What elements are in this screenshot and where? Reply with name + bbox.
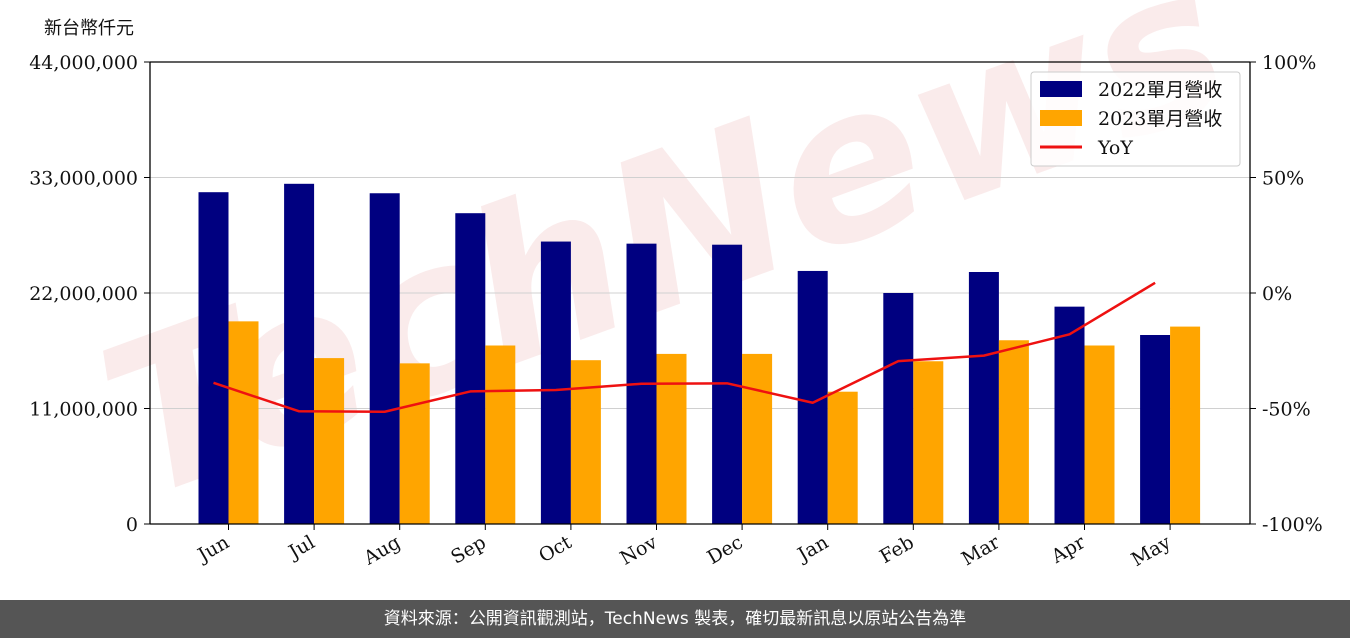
- bar-2023-mar: [998, 340, 1029, 524]
- legend-box: [1030, 71, 1241, 167]
- x-tick-label-mar: Mar: [958, 531, 1004, 570]
- x-tick-label-aug: Aug: [359, 531, 404, 570]
- bar-2023-jun: [228, 321, 259, 524]
- x-tick-label-oct: Oct: [535, 531, 576, 567]
- footer-source-note: 資料來源：公開資訊觀測站，TechNews 製表，確切最新訊息以原站公告為準: [0, 600, 1350, 638]
- legend-label-1: 2023單月營收: [1098, 108, 1222, 130]
- bar-2022-feb: [883, 293, 914, 524]
- bar-2023-may: [1170, 326, 1201, 524]
- y-tick-label: 11,000,000: [29, 399, 138, 421]
- x-tick-label-jul: Jul: [283, 531, 318, 564]
- bar-2022-mar: [968, 272, 999, 524]
- x-tick-label-sep: Sep: [447, 531, 490, 568]
- legend-label-2: YoY: [1097, 137, 1133, 159]
- legend: 2022單月營收 2023單月營收 YoY: [1030, 71, 1241, 167]
- bar-2023-jan: [827, 391, 858, 524]
- legend-swatch-0: [1040, 81, 1082, 97]
- y-tick-label: 44,000,000: [29, 52, 138, 74]
- y-tick-label: 33,000,000: [29, 168, 138, 190]
- bar-2023-oct: [570, 360, 601, 524]
- yoy-line: [213, 281, 1156, 413]
- legend-label-0: 2022單月營收: [1098, 79, 1222, 101]
- bar-2023-aug: [399, 363, 430, 524]
- bar-2022-jun: [198, 192, 229, 524]
- bar-2022-aug: [369, 193, 400, 524]
- bar-2023-nov: [656, 353, 687, 524]
- yoy-line-path: [213, 281, 1156, 413]
- x-tick-label-apr: Apr: [1047, 531, 1090, 568]
- x-tick-label-jan: Jan: [792, 531, 832, 567]
- y-tick-label: 22,000,000: [29, 283, 138, 305]
- bar-2022-oct: [540, 241, 571, 525]
- x-tick-label-dec: Dec: [703, 531, 746, 569]
- y-axis-label: 新台幣仟元: [44, 18, 134, 39]
- bar-2023-dec: [742, 353, 773, 524]
- x-tick-label-jun: Jun: [192, 531, 233, 567]
- x-tick-label-may: May: [1128, 531, 1175, 571]
- legend-swatch-1: [1040, 110, 1082, 126]
- bar-2023-sep: [485, 345, 516, 524]
- y2-tick-label: 50%: [1262, 168, 1304, 190]
- bar-2022-jul: [284, 183, 315, 525]
- y-tick-label: 0: [126, 514, 138, 536]
- bar-2023-feb: [913, 361, 944, 524]
- y2-tick-label: -50%: [1262, 399, 1311, 421]
- bar-2022-sep: [455, 213, 486, 524]
- y2-tick-label: 100%: [1262, 52, 1316, 74]
- bar-2023-apr: [1084, 345, 1115, 524]
- x-tick-label-nov: Nov: [616, 531, 661, 570]
- y2-tick-label: 0%: [1262, 283, 1292, 305]
- bar-2022-apr: [1054, 306, 1085, 524]
- bar-2022-may: [1140, 335, 1171, 524]
- bars: [198, 183, 1201, 525]
- y2-tick-label: -100%: [1262, 514, 1323, 536]
- x-tick-label-feb: Feb: [876, 531, 918, 568]
- bar-2023-jul: [314, 358, 345, 524]
- revenue-chart: TechNews 011,000,00022,000,00033,000,000…: [29, 0, 1323, 571]
